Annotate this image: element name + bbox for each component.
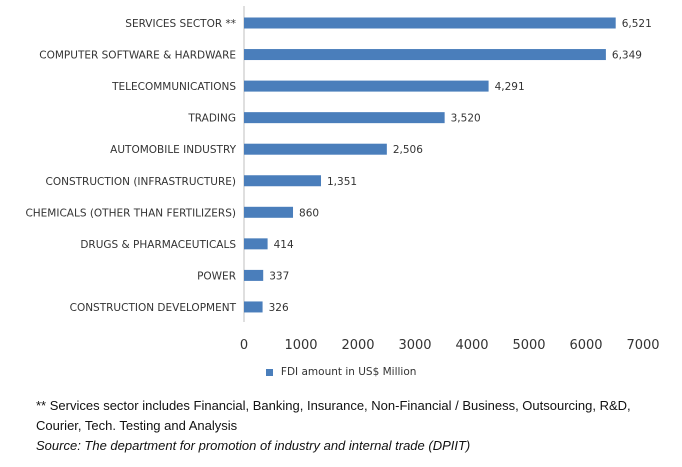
source-text: Source: The department for promotion of … [36, 438, 471, 453]
category-label: CONSTRUCTION (INFRASTRUCTURE) [46, 176, 236, 188]
x-tick-label: 1000 [284, 338, 317, 353]
value-label: 4,291 [495, 81, 525, 93]
category-label: COMPUTER SOFTWARE & HARDWARE [39, 50, 236, 62]
category-label: TRADING [187, 113, 236, 125]
value-label: 326 [269, 302, 289, 314]
value-label: 337 [269, 270, 289, 282]
x-tick-label: 6000 [569, 338, 602, 353]
bar [244, 112, 445, 124]
legend-label: FDI amount in US$ Million [280, 366, 417, 378]
x-tick-label: 3000 [398, 338, 431, 353]
category-label: DRUGS & PHARMACEUTICALS [80, 239, 236, 251]
value-label: 414 [274, 239, 294, 251]
value-label: 2,506 [393, 144, 423, 156]
bar [244, 17, 616, 29]
x-tick-label: 2000 [341, 338, 374, 353]
bar [244, 238, 268, 250]
category-label: CONSTRUCTION DEVELOPMENT [70, 302, 237, 314]
bar [244, 301, 263, 313]
bar [244, 143, 387, 155]
x-tick-label: 0 [240, 338, 248, 353]
category-label: AUTOMOBILE INDUSTRY [110, 144, 236, 156]
value-label: 1,351 [327, 176, 357, 188]
chart-legend: FDI amount in US$ Million [0, 366, 682, 378]
footnote-text: ** Services sector includes Financial, B… [36, 398, 631, 433]
category-label: TELECOMMUNICATIONS [111, 81, 236, 93]
category-label: CHEMICALS (OTHER THAN FERTILIZERS) [25, 207, 236, 219]
x-tick-label: 4000 [455, 338, 488, 353]
value-label: 6,349 [612, 50, 642, 62]
x-tick-label: 5000 [512, 338, 545, 353]
bar [244, 175, 322, 187]
bar [244, 206, 294, 218]
bar [244, 80, 489, 92]
x-tick-label: 7000 [626, 338, 659, 353]
fdi-bar-chart: SERVICES SECTOR ** 6,521 COMPUTER SOFTWARE… [25, 6, 660, 353]
value-label: 6,521 [622, 18, 652, 30]
category-label: SERVICES SECTOR ** [125, 18, 236, 30]
chart-notes: ** Services sector includes Financial, B… [36, 396, 676, 456]
bar [244, 269, 264, 281]
value-label: 860 [299, 207, 319, 219]
value-label: 3,520 [451, 113, 481, 125]
category-label: POWER [197, 270, 236, 282]
bar [244, 49, 606, 61]
legend-swatch [265, 368, 273, 376]
